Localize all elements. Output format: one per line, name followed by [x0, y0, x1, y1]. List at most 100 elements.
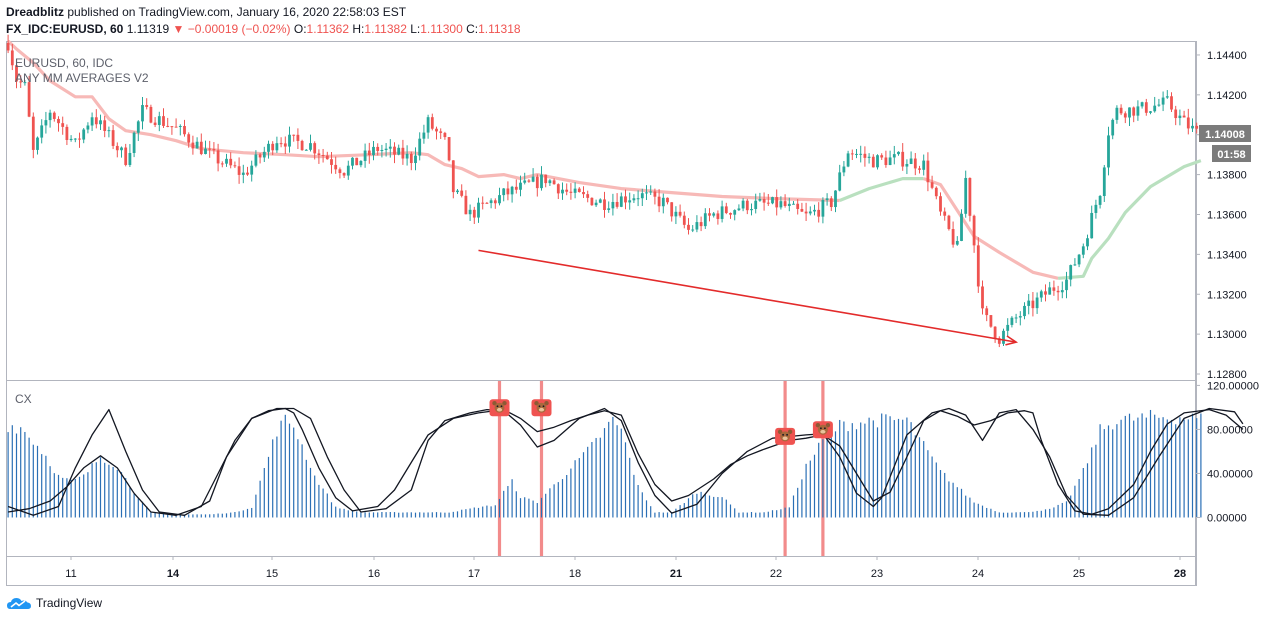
- candle: [850, 149, 854, 160]
- candle: [699, 216, 703, 232]
- candle: [1107, 126, 1110, 176]
- candle: [792, 201, 795, 205]
- moving-average-layer: [6, 39, 1202, 280]
- candle: [821, 197, 825, 224]
- candle: [1086, 234, 1089, 251]
- candle: [69, 135, 73, 142]
- candle: [682, 211, 686, 229]
- candle: [359, 160, 363, 168]
- candle: [649, 185, 653, 195]
- time-tick-label: 25: [1073, 568, 1085, 580]
- candle: [808, 206, 812, 216]
- candle: [166, 117, 170, 128]
- price-badge-text: 1.14008: [1205, 129, 1245, 141]
- candle: [170, 126, 174, 135]
- candle: [1081, 243, 1085, 259]
- candle: [237, 157, 241, 184]
- candle: [355, 157, 359, 166]
- main-pane-indicator[interactable]: ANY MM AVERAGES V2: [15, 71, 149, 85]
- candle: [922, 154, 926, 176]
- candle: [712, 211, 716, 218]
- candle: [871, 154, 875, 168]
- candle: [1111, 118, 1115, 140]
- candle: [346, 160, 350, 180]
- candle: [258, 152, 262, 164]
- candle: [313, 141, 317, 160]
- candle: [636, 190, 640, 207]
- candle: [997, 336, 1001, 348]
- candle: [115, 142, 119, 158]
- price-tick-label: 1.13600: [1207, 209, 1247, 221]
- candle: [10, 43, 14, 71]
- candle: [1174, 105, 1178, 126]
- candle: [52, 111, 56, 122]
- author-name[interactable]: Dreadblitz: [6, 5, 65, 19]
- candle: [855, 149, 858, 159]
- candle: [779, 196, 783, 210]
- candle: [867, 153, 871, 164]
- candle: [220, 161, 224, 168]
- candle: [972, 214, 976, 253]
- candle: [1157, 98, 1161, 107]
- candle: [985, 305, 989, 322]
- tradingview-logo[interactable]: TradingView: [6, 595, 102, 611]
- candle: [657, 189, 661, 213]
- candle: [44, 111, 48, 134]
- oscillator-tick-label: 40.00000: [1207, 468, 1253, 480]
- candle: [573, 182, 577, 199]
- candle: [762, 192, 766, 211]
- trend-arrow-head: [1005, 335, 1019, 346]
- down-triangle-icon: ▼: [172, 22, 185, 36]
- candle: [1140, 101, 1144, 109]
- candle: [754, 193, 758, 214]
- candle: [1077, 253, 1081, 268]
- candle: [834, 190, 837, 213]
- candle: [678, 204, 682, 218]
- candle: [1102, 164, 1106, 202]
- lower-pane-label[interactable]: CX: [15, 392, 32, 406]
- candle: [380, 144, 384, 158]
- candle: [766, 193, 770, 206]
- candle: [590, 197, 594, 206]
- candle: [73, 138, 77, 143]
- timer-badge-bg: [1212, 145, 1251, 162]
- candle: [82, 128, 86, 144]
- moving-average-line: [923, 177, 1059, 280]
- candle: [586, 190, 590, 203]
- candle: [607, 201, 611, 213]
- candle: [283, 136, 287, 154]
- candle: [477, 197, 480, 223]
- candles-layer: [6, 34, 1199, 348]
- time-tick-label: 22: [770, 568, 782, 580]
- candle: [409, 151, 413, 171]
- time-tick-label: 28: [1174, 568, 1186, 580]
- bear-icon: [775, 427, 796, 445]
- candle: [661, 193, 665, 214]
- candle: [1010, 316, 1014, 328]
- time-axis: 11 14 15 16 17 18 21 22 23 24 25 28: [65, 556, 1186, 580]
- price-tick-label: 1.13200: [1207, 289, 1247, 301]
- oscillator-line-a: [7, 407, 1244, 516]
- candle: [1094, 199, 1098, 219]
- candle: [367, 142, 371, 164]
- candle: [1115, 105, 1119, 124]
- candle: [1186, 108, 1190, 135]
- candle: [892, 145, 896, 165]
- candle: [120, 146, 123, 158]
- main-pane-symbol[interactable]: EURUSD, 60, IDC: [15, 56, 114, 70]
- candle: [48, 109, 52, 128]
- candle: [418, 132, 422, 161]
- candle: [1023, 302, 1026, 320]
- candle: [338, 167, 342, 179]
- candle: [926, 152, 930, 192]
- candle: [271, 141, 275, 156]
- candle: [1006, 318, 1010, 337]
- candle: [233, 161, 237, 169]
- candle: [758, 192, 762, 202]
- candle: [825, 193, 829, 206]
- last-price: 1.11319: [126, 22, 170, 36]
- candle: [372, 140, 375, 161]
- candle: [615, 193, 619, 209]
- candle: [523, 172, 527, 185]
